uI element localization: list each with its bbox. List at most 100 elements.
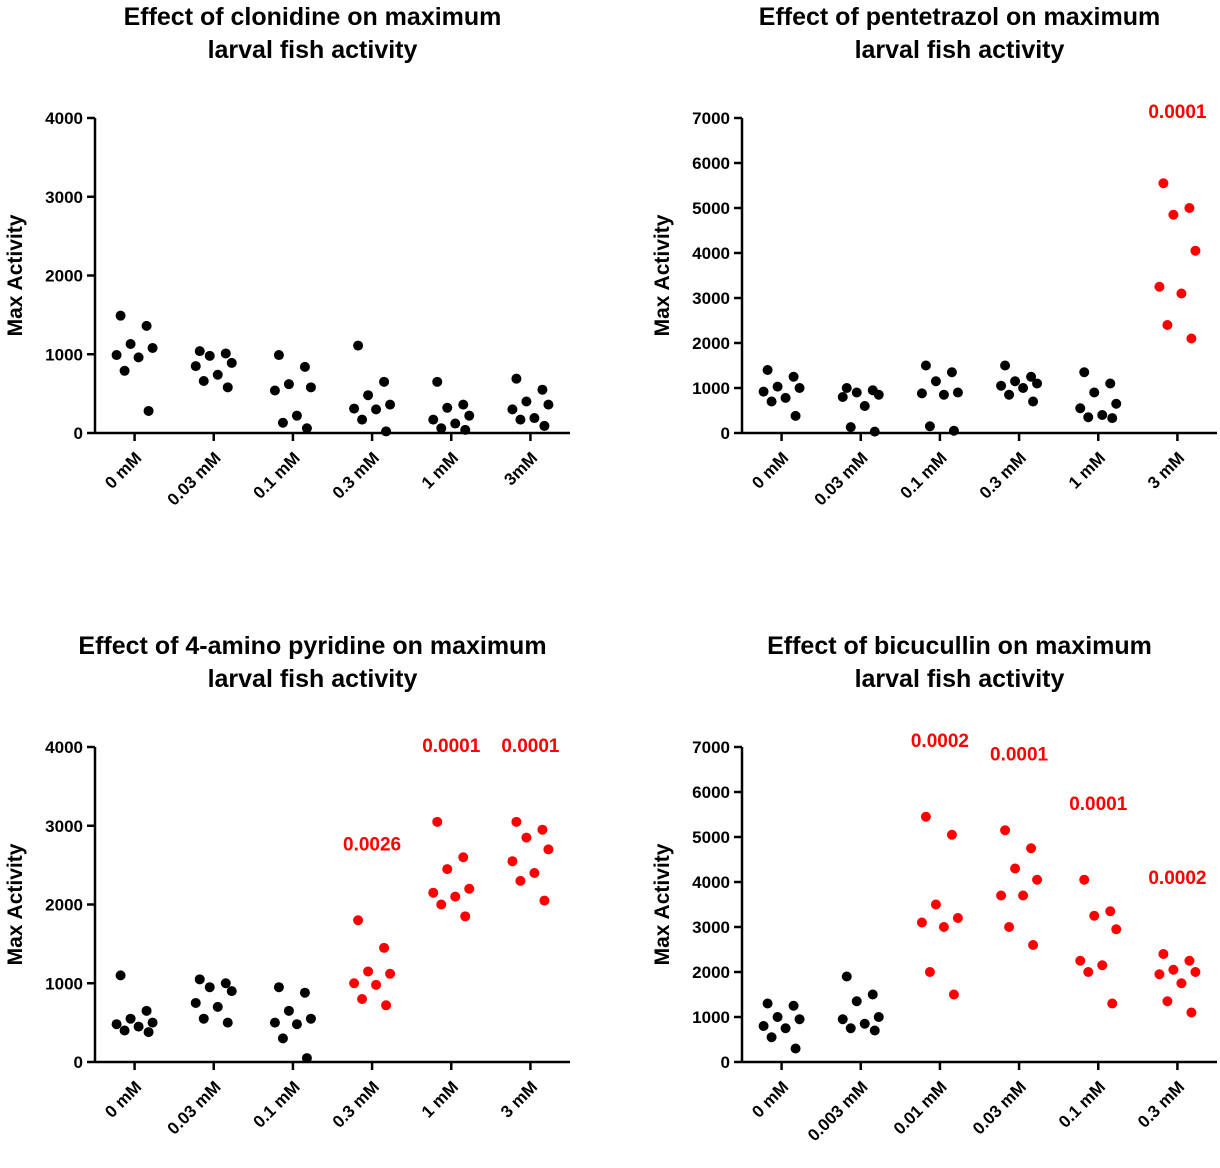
- y-tick-label: 3000: [45, 188, 83, 207]
- data-point: [220, 348, 231, 359]
- data-point: [133, 1021, 144, 1032]
- data-point: [920, 811, 931, 822]
- data-point: [198, 376, 209, 387]
- data-point: [269, 1017, 280, 1028]
- x-tick-label: 3mM: [500, 448, 541, 489]
- data-point: [772, 1012, 783, 1022]
- data-point: [1105, 906, 1116, 917]
- x-tick-label: 3 mM: [1144, 448, 1188, 492]
- data-point: [845, 422, 856, 433]
- chart-title: Effect of clonidine on maximum: [124, 3, 502, 31]
- data-point: [1107, 413, 1118, 424]
- data-point: [790, 1043, 801, 1054]
- x-tick-label: 0 mM: [101, 1077, 145, 1121]
- data-point: [851, 387, 862, 398]
- data-point: [1097, 960, 1108, 971]
- data-point: [277, 417, 288, 428]
- data-point: [1028, 396, 1039, 407]
- p-value-annotation: 0.0001: [1069, 794, 1128, 815]
- data-point: [198, 1013, 209, 1024]
- data-point: [537, 384, 548, 395]
- data-point: [143, 405, 154, 416]
- data-point: [916, 917, 927, 928]
- data-point: [521, 396, 532, 407]
- data-point: [1184, 203, 1195, 213]
- data-point: [442, 864, 453, 875]
- x-tick-label: 0.3 mM: [1134, 1077, 1188, 1131]
- data-point: [204, 350, 215, 361]
- data-point: [859, 401, 870, 411]
- p-value-annotation: 0.0001: [501, 736, 560, 757]
- data-point: [147, 1017, 158, 1028]
- data-point: [464, 883, 475, 894]
- data-point: [867, 989, 878, 1000]
- data-point: [1018, 890, 1029, 901]
- y-axis-label: Max Activity: [4, 843, 27, 965]
- y-tick-label: 2000: [45, 267, 83, 286]
- data-point: [1000, 360, 1011, 371]
- data-point: [222, 382, 233, 393]
- p-value-annotation: 0.0001: [422, 736, 481, 757]
- data-point: [1083, 412, 1094, 423]
- p-value-annotation: 0.0001: [1148, 102, 1207, 123]
- data-point: [143, 1027, 154, 1038]
- y-tick-label: 1000: [692, 1008, 730, 1027]
- x-tick-label: 0.01 mM: [890, 1077, 951, 1138]
- data-point: [515, 875, 526, 886]
- data-point: [543, 844, 554, 855]
- data-point: [385, 968, 396, 979]
- y-tick-label: 6000: [692, 154, 730, 173]
- y-tick-label: 7000: [692, 738, 730, 757]
- x-tick-label: 3 mM: [497, 1077, 541, 1121]
- data-point: [1111, 398, 1122, 409]
- data-point: [1168, 209, 1179, 220]
- data-point: [790, 410, 801, 421]
- data-point: [837, 392, 848, 402]
- p-value-annotation: 0.0002: [911, 731, 969, 752]
- data-point: [1162, 320, 1173, 330]
- data-point: [458, 852, 469, 863]
- data-point: [226, 357, 237, 368]
- data-point: [1026, 371, 1037, 382]
- data-point: [125, 339, 136, 350]
- data-point: [141, 1005, 152, 1016]
- data-point: [371, 404, 382, 415]
- data-point: [357, 994, 368, 1004]
- data-point: [1083, 967, 1094, 977]
- data-point: [277, 1033, 288, 1044]
- y-axis-label: Max Activity: [4, 214, 27, 336]
- data-point: [837, 1014, 848, 1025]
- y-tick-label: 0: [74, 1053, 83, 1072]
- chart-title: Effect of pentetrazol on maximum: [759, 3, 1160, 31]
- data-point: [299, 987, 310, 998]
- data-point: [1111, 924, 1122, 935]
- data-point: [920, 360, 931, 371]
- data-point: [758, 1021, 769, 1031]
- data-point: [762, 365, 773, 375]
- data-point: [537, 824, 548, 835]
- data-point: [353, 340, 364, 351]
- data-point: [428, 414, 439, 425]
- data-point: [1004, 389, 1015, 400]
- data-point: [111, 350, 122, 361]
- data-point: [762, 998, 773, 1009]
- x-tick-label: 0.03 mM: [969, 1077, 1030, 1138]
- data-point: [450, 891, 461, 902]
- data-point: [222, 1017, 233, 1028]
- data-point: [1154, 281, 1165, 292]
- data-point: [1000, 825, 1011, 836]
- y-tick-label: 2000: [45, 896, 83, 915]
- data-point: [273, 982, 284, 993]
- data-point: [507, 404, 518, 415]
- data-point: [301, 1053, 312, 1064]
- data-point: [511, 816, 522, 827]
- data-point: [539, 420, 550, 431]
- data-point: [948, 425, 959, 436]
- data-point: [1184, 955, 1195, 966]
- y-tick-label: 3000: [45, 817, 83, 836]
- data-point: [924, 421, 935, 432]
- data-point: [464, 410, 475, 421]
- chart-title: larval fish activity: [855, 36, 1065, 64]
- data-point: [299, 361, 310, 372]
- data-point: [930, 899, 941, 910]
